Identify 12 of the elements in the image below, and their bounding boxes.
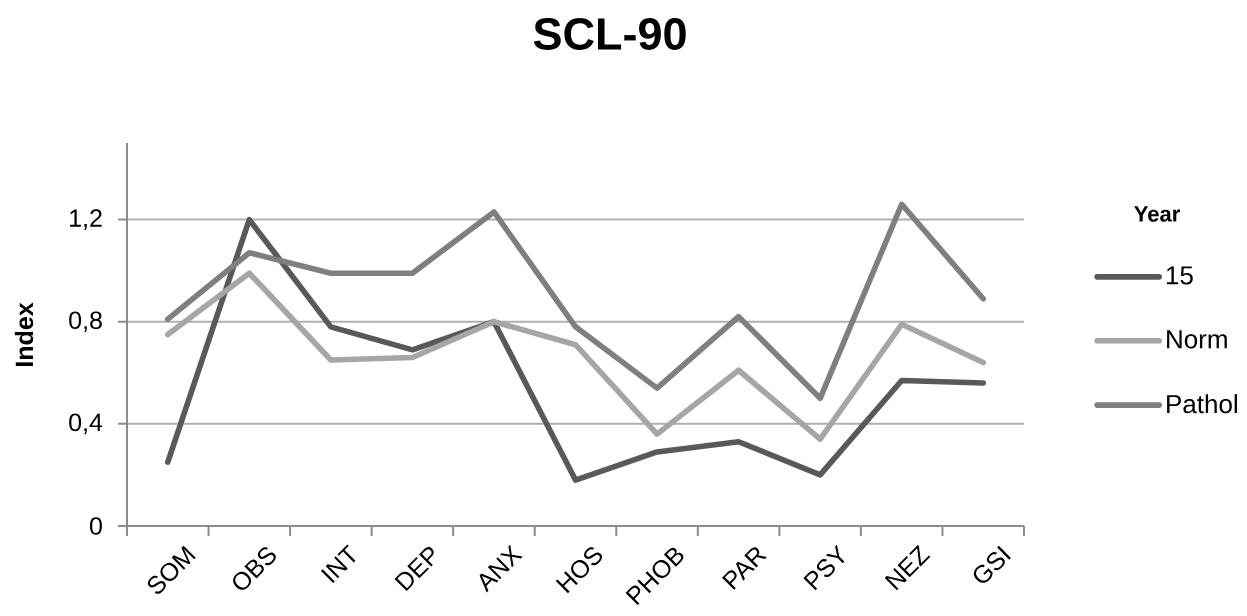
legend-title: Year (1134, 206, 1180, 222)
chart-title: SCL-90 (533, 18, 686, 50)
y-tick-label: 1,2 (70, 209, 102, 230)
y-tick-label: 0,4 (69, 413, 103, 435)
x-tick-label: INT (321, 544, 356, 584)
y-tick-label: 0 (90, 517, 102, 535)
legend-label: 15 (1166, 266, 1193, 285)
legend-label: Norm (1167, 330, 1227, 349)
legend-label: Pathol (1167, 394, 1237, 414)
y-axis-title: Index (14, 302, 34, 366)
x-tick-label: GSI (973, 545, 1011, 583)
y-tick-label: 0,8 (69, 311, 102, 333)
